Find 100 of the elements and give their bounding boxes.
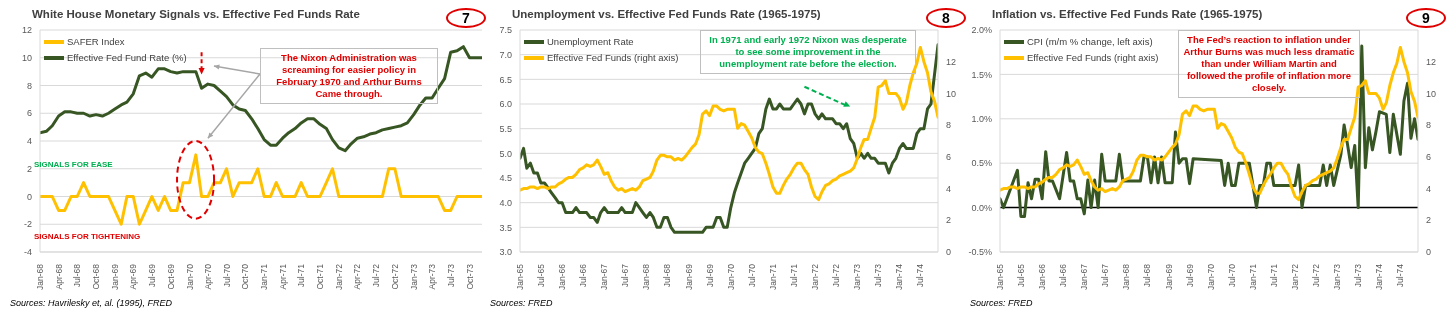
y-tick-label: 6: [26, 108, 32, 119]
x-tick-label: Jan-69: [683, 263, 694, 290]
x-tick-label: Apr-72: [352, 263, 363, 290]
y-tick-label: 2: [26, 163, 32, 174]
line-series: [40, 45, 482, 153]
x-tick-label: Jan-69: [109, 263, 120, 290]
line-series: [520, 45, 938, 202]
x-tick-label: Jan-72: [1290, 263, 1301, 290]
annotation: In 1971 and early 1972 Nixon was desperate to see some improvement in the unemployment rate before the election.: [700, 30, 916, 74]
text: 9: [1406, 8, 1446, 28]
source-note: Sources: FRED: [970, 298, 1033, 308]
x-tick-label: Apr-68: [53, 263, 64, 290]
x-tick-label: Jan-66: [557, 263, 568, 290]
x-tick-label: Jan-71: [767, 263, 778, 290]
y-tick-label: -0.5%: [968, 247, 992, 258]
y-tick-label: 2.0%: [971, 25, 992, 36]
x-tick-label: Jul-69: [704, 263, 715, 288]
annotation: SIGNALS FOR EASE: [34, 160, 113, 169]
y-tick-label: 4.0: [499, 197, 512, 208]
x-tick-label: Jul-71: [1268, 263, 1279, 288]
x-tick-label: Apr-69: [128, 263, 139, 290]
source-note: Sources: Havrilesky et, al. (1995), FRED: [10, 298, 173, 308]
x-tick-label: Jul-68: [1142, 263, 1153, 288]
y2-tick-label: 4: [946, 183, 952, 194]
x-tick-label: Jul-65: [1015, 263, 1026, 288]
legend-label: Effective Fed Fund Rate (%): [67, 52, 187, 63]
y-tick-label: 6.5: [499, 74, 512, 85]
x-tick-label: Jan-73: [1332, 263, 1343, 290]
y2-tick-label: 2: [946, 215, 952, 226]
y2-tick-label: 10: [946, 88, 957, 99]
y-tick-label: 7.0: [499, 49, 512, 60]
annotation: SIGNALS FOR TIGHTENING: [34, 232, 141, 241]
x-tick-label: Apr-71: [277, 263, 288, 290]
y-tick-label: -4: [23, 247, 32, 258]
y-tick-label: -2: [23, 219, 32, 230]
x-tick-label: Jul-71: [296, 263, 307, 288]
x-tick-label: Jul-66: [1058, 263, 1069, 288]
y-tick-label: 1.5%: [971, 69, 992, 80]
x-tick-label: Jan-71: [1247, 263, 1258, 290]
y-tick-label: 4: [26, 136, 32, 147]
legend-label: CPI (m/m % change, left axis): [1027, 36, 1153, 47]
x-tick-label: Oct-69: [165, 263, 176, 290]
y-tick-label: 3.5: [499, 222, 512, 233]
legend-label: Effective Fed Funds (right axis): [1027, 52, 1159, 63]
x-tick-label: Jul-70: [746, 263, 757, 288]
x-tick-label: Oct-70: [240, 263, 251, 290]
text: 8: [926, 8, 966, 28]
x-tick-label: Jan-73: [408, 263, 419, 290]
y2-tick-label: 0: [1426, 247, 1432, 258]
x-tick-label: Oct-72: [389, 263, 400, 290]
x-tick-label: Jan-68: [35, 263, 45, 290]
legend-label: SAFER Index: [67, 36, 125, 47]
x-tick-label: Jan-72: [333, 263, 344, 290]
x-tick-label: Jul-69: [146, 263, 157, 288]
y-tick-label: 0.5%: [971, 158, 992, 169]
y2-tick-label: 2: [1426, 215, 1432, 226]
y-tick-label: 0.0%: [971, 202, 992, 213]
legend-label: Unemployment Rate: [547, 36, 634, 47]
y2-tick-label: 12: [946, 56, 957, 67]
x-tick-label: Jul-66: [578, 263, 589, 288]
x-tick-label: Jul-72: [1311, 263, 1322, 288]
y2-tick-label: 6: [1426, 152, 1432, 163]
y-tick-label: 5.0: [499, 148, 512, 159]
x-tick-label: Oct-71: [315, 263, 326, 290]
x-tick-label: Jan-74: [1374, 263, 1385, 290]
y2-tick-label: 10: [1426, 88, 1437, 99]
x-tick-label: Jul-68: [72, 263, 83, 288]
x-tick-label: Jan-67: [599, 263, 610, 290]
y2-tick-label: 8: [1426, 120, 1432, 131]
x-tick-label: Oct-68: [91, 263, 102, 290]
x-tick-label: Jul-67: [1100, 263, 1111, 288]
x-tick-label: Jul-74: [915, 263, 926, 288]
x-tick-label: Jan-66: [1037, 263, 1048, 290]
x-tick-label: Jul-72: [371, 263, 382, 288]
y2-tick-label: 12: [1426, 56, 1437, 67]
y-tick-label: 10: [21, 52, 32, 63]
x-tick-label: Oct-73: [464, 263, 475, 290]
x-tick-label: Jan-68: [641, 263, 652, 290]
y-tick-label: 1.0%: [971, 114, 992, 124]
chart-title: Unemployment vs. Effective Fed Funds Rate (1965-1975): [512, 8, 821, 20]
y-tick-label: 6.0: [499, 99, 512, 110]
x-tick-label: Jan-69: [1163, 263, 1174, 290]
x-tick-label: Jul-72: [831, 263, 842, 288]
x-tick-label: Jul-67: [620, 263, 631, 288]
x-tick-label: Jan-71: [259, 263, 270, 290]
x-tick-label: Jan-68: [1121, 263, 1132, 290]
x-tick-label: Jul-71: [788, 263, 799, 288]
x-tick-label: Jul-73: [873, 263, 884, 288]
x-tick-label: Jan-65: [995, 263, 1005, 290]
y-tick-label: 5.5: [499, 123, 512, 134]
y2-tick-label: 6: [946, 152, 952, 163]
x-tick-label: Jul-70: [1226, 263, 1237, 288]
x-tick-label: Apr-70: [202, 263, 213, 290]
y-tick-label: 4.5: [499, 173, 512, 184]
y2-tick-label: 8: [946, 120, 952, 131]
x-tick-label: Jul-68: [662, 263, 673, 288]
x-tick-label: Jul-69: [1184, 263, 1195, 288]
x-tick-label: Jul-65: [535, 263, 546, 288]
x-tick-label: Jul-70: [221, 263, 232, 288]
y2-tick-label: 4: [1426, 183, 1432, 194]
